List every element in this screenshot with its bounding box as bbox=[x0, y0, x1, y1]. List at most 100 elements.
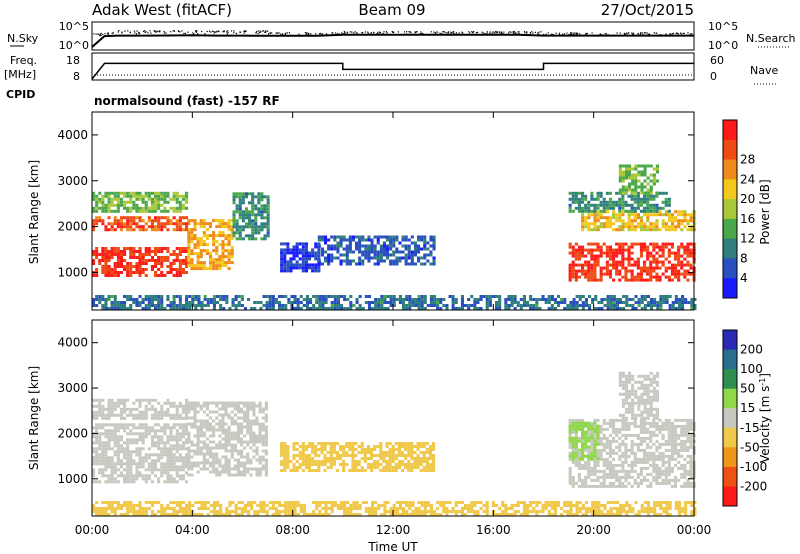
data-cell bbox=[664, 454, 668, 458]
data-cell bbox=[190, 249, 194, 253]
data-cell bbox=[621, 427, 625, 431]
data-cell bbox=[655, 219, 659, 223]
data-cell bbox=[166, 265, 170, 268]
data-cell bbox=[212, 446, 216, 450]
data-cell bbox=[618, 445, 622, 449]
data-cell bbox=[658, 472, 662, 476]
data-cell bbox=[584, 225, 588, 229]
data-cell bbox=[246, 413, 250, 417]
data-cell bbox=[633, 469, 637, 473]
data-cell bbox=[370, 448, 374, 451]
data-cell bbox=[619, 301, 623, 304]
data-cell bbox=[646, 295, 650, 298]
data-cell bbox=[138, 265, 142, 268]
data-cell bbox=[360, 442, 364, 445]
data-cell bbox=[252, 422, 256, 426]
data-cell bbox=[664, 439, 668, 443]
data-cell bbox=[414, 298, 418, 301]
data-cell bbox=[280, 269, 284, 273]
data-cell bbox=[202, 404, 206, 408]
data-cell bbox=[612, 448, 616, 452]
data-cell bbox=[314, 245, 318, 249]
data-cell bbox=[621, 481, 625, 485]
nsky-point bbox=[269, 32, 271, 35]
data-cell bbox=[571, 430, 575, 434]
data-cell bbox=[286, 451, 290, 454]
data-cell bbox=[126, 432, 130, 436]
data-cell bbox=[577, 454, 581, 458]
data-cell bbox=[166, 250, 170, 253]
data-cell bbox=[686, 248, 690, 252]
data-cell bbox=[187, 240, 191, 244]
data-cell bbox=[670, 457, 674, 461]
data-cell bbox=[571, 272, 575, 276]
nsky-point bbox=[501, 32, 504, 35]
data-cell bbox=[95, 197, 99, 201]
data-cell bbox=[664, 266, 668, 270]
data-cell bbox=[202, 410, 206, 414]
data-cell bbox=[656, 301, 660, 304]
data-cell bbox=[286, 248, 290, 252]
data-cell bbox=[360, 466, 364, 469]
data-cell bbox=[608, 203, 612, 207]
data-cell bbox=[670, 445, 674, 449]
data-cell bbox=[144, 268, 148, 271]
data-cell bbox=[571, 448, 575, 452]
nsky-point bbox=[496, 31, 498, 33]
data-cell bbox=[196, 255, 200, 259]
data-cell bbox=[252, 467, 256, 471]
data-cell bbox=[593, 460, 597, 464]
data-cell bbox=[646, 436, 650, 440]
data-cell bbox=[643, 245, 647, 249]
data-cell bbox=[624, 278, 628, 282]
data-cell bbox=[653, 304, 657, 307]
data-cell bbox=[646, 164, 650, 168]
data-cell bbox=[172, 250, 176, 253]
data-cell bbox=[363, 460, 367, 463]
nsky-point bbox=[598, 34, 601, 36]
nsky-point bbox=[538, 31, 540, 33]
data-cell bbox=[126, 471, 130, 475]
data-cell bbox=[385, 445, 389, 448]
data-cell bbox=[402, 298, 406, 301]
data-cell bbox=[169, 271, 173, 274]
data-cell bbox=[457, 307, 461, 310]
data-cell bbox=[254, 207, 258, 211]
data-cell bbox=[261, 440, 265, 444]
data-cell bbox=[330, 304, 334, 307]
data-cell bbox=[652, 242, 656, 246]
data-cell bbox=[404, 448, 408, 451]
data-cell bbox=[643, 448, 647, 452]
nsky-point bbox=[99, 33, 101, 35]
data-cell bbox=[643, 451, 647, 455]
nsky-point bbox=[358, 34, 360, 36]
data-cell bbox=[144, 480, 148, 484]
data-cell bbox=[661, 457, 665, 461]
data-cell bbox=[636, 206, 640, 210]
data-cell bbox=[196, 443, 200, 447]
data-cell bbox=[283, 466, 287, 469]
data-cell bbox=[646, 209, 650, 213]
data-cell bbox=[209, 225, 213, 229]
data-cell bbox=[308, 460, 312, 463]
data-cell bbox=[132, 271, 136, 274]
data-cell bbox=[643, 475, 647, 479]
data-cell bbox=[574, 463, 578, 467]
data-cell bbox=[126, 462, 130, 466]
data-cell bbox=[318, 301, 322, 304]
data-cell bbox=[627, 245, 631, 249]
nsky-point bbox=[320, 32, 322, 34]
data-cell bbox=[389, 304, 393, 307]
data-cell bbox=[652, 206, 656, 210]
data-cell bbox=[95, 268, 99, 271]
nsky-point bbox=[336, 33, 338, 35]
data-cell bbox=[330, 253, 334, 257]
data-cell bbox=[411, 301, 415, 304]
data-cell bbox=[671, 219, 675, 223]
data-cell bbox=[169, 416, 173, 420]
data-cell bbox=[581, 304, 585, 307]
data-cell bbox=[371, 301, 375, 304]
data-cell bbox=[160, 247, 164, 250]
data-cell bbox=[646, 257, 650, 261]
data-cell bbox=[233, 449, 237, 453]
